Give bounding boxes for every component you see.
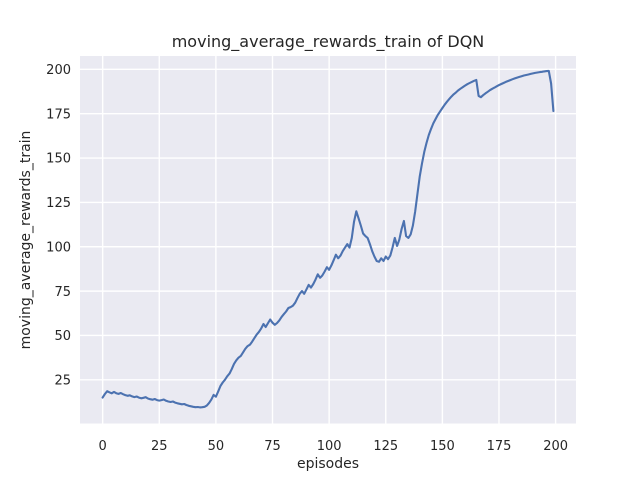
y-tick-labels: 25 50 75 100 125 150 175 200: [46, 63, 71, 389]
x-tick-label: 75: [264, 439, 281, 454]
y-tick-label: 75: [54, 285, 71, 300]
x-tick-label: 25: [151, 439, 168, 454]
y-axis-label: moving_average_rewards_train: [18, 131, 34, 350]
y-tick-label: 25: [54, 374, 71, 389]
x-tick-label: 175: [487, 439, 512, 454]
x-tick-label: 0: [99, 439, 107, 454]
plot-area: [80, 56, 576, 424]
y-tick-label: 50: [54, 329, 71, 344]
x-tick-label: 50: [208, 439, 225, 454]
line-series-group: [101, 69, 555, 409]
x-tick-label: 150: [430, 439, 455, 454]
x-tick-labels: 0 25 50 75 100 125 150 175 200: [99, 439, 569, 454]
x-tick-label: 100: [317, 439, 342, 454]
chart-title: moving_average_rewards_train of DQN: [172, 32, 485, 52]
x-tick-label: 125: [373, 439, 398, 454]
y-tick-label: 125: [46, 196, 71, 211]
gridlines: [80, 56, 576, 424]
x-tick-label: 200: [543, 439, 568, 454]
y-tick-label: 200: [46, 63, 71, 78]
x-axis-label: episodes: [297, 456, 359, 472]
y-tick-label: 150: [46, 152, 71, 167]
y-tick-label: 100: [46, 240, 71, 255]
y-tick-label: 175: [46, 107, 71, 122]
reward-line: [101, 69, 555, 409]
